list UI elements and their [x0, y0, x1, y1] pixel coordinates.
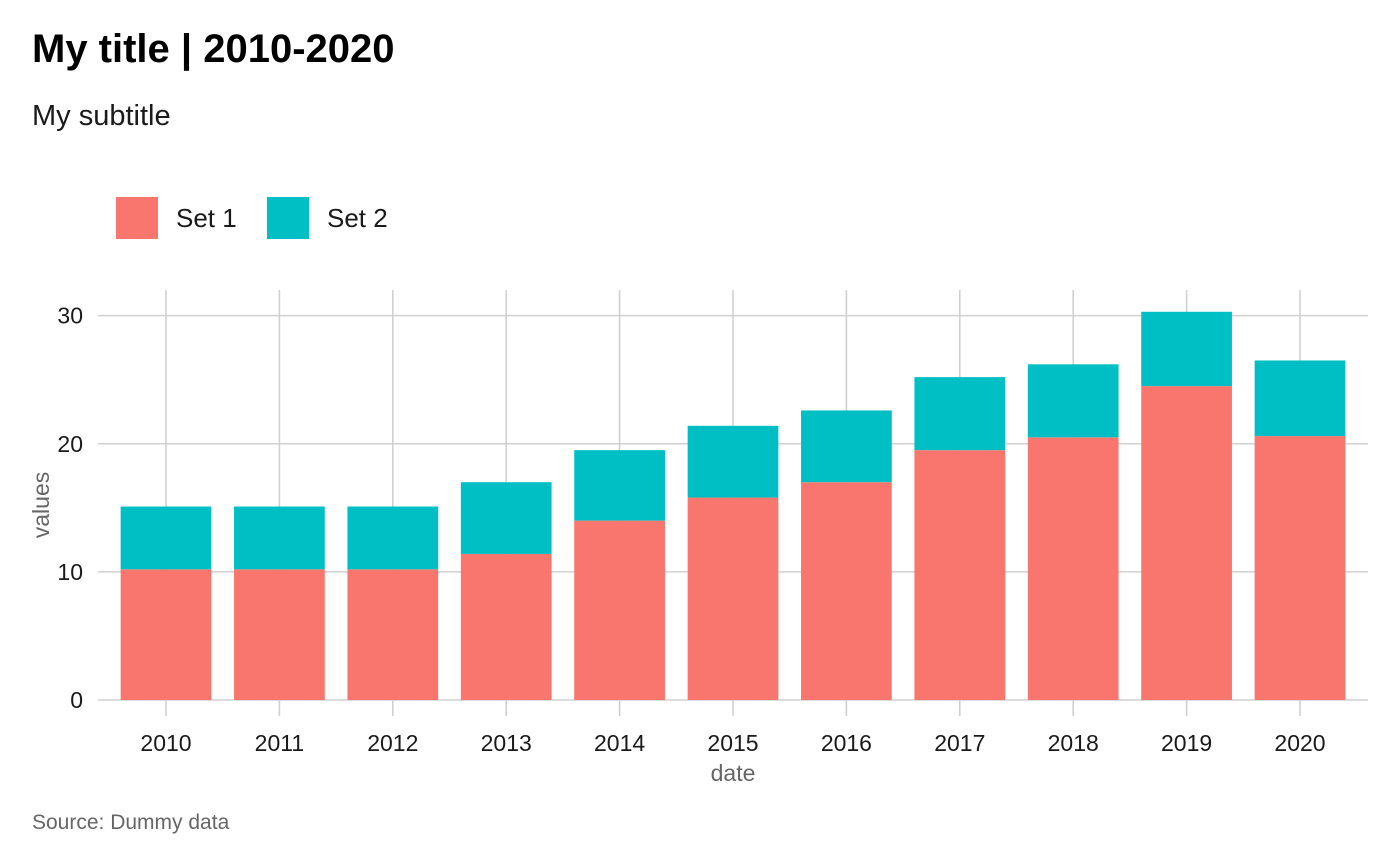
y-tick-label: 20: [57, 431, 83, 457]
bar-set-1-2019: [1141, 386, 1232, 700]
bar-set-2-2019: [1141, 311, 1232, 387]
x-tick-label: 2014: [594, 730, 645, 756]
x-tick-label: 2020: [1274, 730, 1325, 756]
bar-set-1-2014: [574, 520, 665, 700]
chart-title: My title | 2010-2020: [32, 27, 395, 71]
bar-set-1-2013: [460, 553, 552, 700]
chart-caption: Source: Dummy data: [32, 811, 230, 834]
x-tick-labels: 2010 2011 2012 2013 2014 2015 2016 2017 2018 2019…: [140, 730, 1325, 756]
bar-set-1-2015: [687, 497, 779, 700]
legend-label-set-1: Set 1: [176, 203, 237, 233]
bar-set-1-2018: [1027, 437, 1119, 700]
bar-set-2-2016: [801, 410, 892, 483]
bar-set-2-2010: [120, 506, 212, 570]
y-tick-labels: 0 10 20 30: [57, 303, 83, 713]
legend-swatch-set-1: [116, 197, 158, 239]
bar-set-1-2011: [234, 569, 325, 700]
x-tick-label: 2011: [255, 730, 304, 756]
bar-set-1-2016: [801, 482, 892, 700]
x-tick-label: 2015: [707, 730, 758, 756]
legend-swatch-set-2: [267, 197, 309, 239]
x-tick-label: 2016: [821, 730, 872, 756]
x-tick-label: 2017: [934, 730, 985, 756]
bar-set-1-2012: [347, 569, 439, 700]
bar-set-2-2018: [1027, 364, 1119, 438]
bar-set-2-2017: [914, 377, 1006, 451]
x-tick-label: 2019: [1161, 730, 1212, 756]
y-tick-label: 0: [70, 687, 83, 713]
y-tick-label: 30: [57, 303, 83, 329]
bar-set-1-2017: [914, 450, 1006, 700]
x-tick-label: 2018: [1048, 730, 1099, 756]
bar-set-2-2020: [1254, 360, 1346, 437]
bar-set-2-2014: [574, 450, 665, 521]
x-tick-label: 2010: [140, 730, 191, 756]
x-axis-title: date: [711, 760, 756, 786]
bar-set-2-2012: [347, 506, 439, 570]
bar-set-2-2011: [234, 506, 325, 570]
bar-set-2-2015: [687, 425, 779, 498]
legend-label-set-2: Set 2: [327, 203, 388, 233]
y-tick-label: 10: [57, 559, 83, 585]
x-tick-label: 2012: [367, 730, 418, 756]
bar-set-2-2013: [460, 482, 552, 554]
bar-set-1-2010: [120, 569, 212, 700]
legend: Set 1 Set 2: [116, 197, 388, 239]
x-tick-label: 2013: [481, 730, 532, 756]
bar-set-1-2020: [1254, 436, 1346, 700]
chart-subtitle: My subtitle: [32, 100, 171, 132]
bars: [120, 311, 1346, 700]
y-axis-title: values: [28, 472, 54, 538]
